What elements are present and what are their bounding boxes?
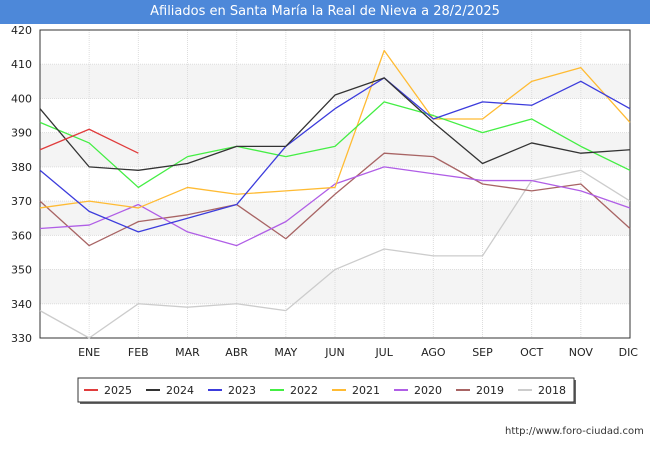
series-line-2022 (39, 101, 631, 189)
legend-label-2022: 2022 (290, 384, 318, 397)
legend-label-2019: 2019 (476, 384, 504, 397)
x-tick-label: AGO (421, 346, 446, 359)
x-tick-label: OCT (520, 346, 543, 359)
y-tick-label: 410 (11, 58, 32, 71)
source-watermark: http://www.foro-ciudad.com (505, 426, 644, 437)
y-tick-label: 340 (11, 298, 32, 311)
x-tick-label: MAY (274, 346, 297, 359)
y-tick-label: 360 (11, 229, 32, 242)
y-axis-ticks: 330 340 350 360 370 380 390 400 410 420 (11, 24, 32, 345)
x-tick-label: JUN (324, 346, 345, 359)
x-tick-label: FEB (128, 346, 149, 359)
y-tick-label: 330 (11, 332, 32, 345)
x-tick-label: ABR (225, 346, 248, 359)
y-tick-label: 420 (11, 24, 32, 37)
y-tick-label: 350 (11, 264, 32, 277)
x-tick-label: SEP (472, 346, 493, 359)
legend-label-2018: 2018 (538, 384, 566, 397)
chart-title: Afiliados en Santa María la Real de Niev… (0, 0, 650, 24)
grid-band (40, 98, 630, 133)
series-line-2020 (39, 166, 631, 247)
x-tick-label: ENE (78, 346, 100, 359)
series-line-2025 (39, 128, 139, 154)
x-tick-label: JUL (374, 346, 393, 359)
legend-label-2024: 2024 (166, 384, 194, 397)
x-tick-label: DIC (619, 346, 639, 359)
legend-label-2025: 2025 (104, 384, 132, 397)
x-tick-label: NOV (569, 346, 594, 359)
grid-band (40, 30, 630, 65)
series-line-2021 (39, 49, 631, 209)
legend-box (77, 377, 575, 403)
grid-band (40, 132, 630, 167)
y-tick-label: 390 (11, 127, 32, 140)
series-line-2024 (39, 77, 631, 171)
y-tick-label: 400 (11, 92, 32, 105)
series-line-2019 (39, 152, 631, 247)
legend-label-2021: 2021 (352, 384, 380, 397)
y-tick-label: 380 (11, 161, 32, 174)
legend: 2025 2024 2023 2022 2021 2020 2019 2018 (77, 377, 576, 404)
series-line-2023 (39, 77, 631, 233)
x-tick-label: MAR (175, 346, 200, 359)
series-lines (39, 49, 631, 339)
legend-label-2023: 2023 (228, 384, 256, 397)
x-axis-ticks: ENE FEB MAR ABR MAY JUN JUL AGO SEP OCT NOV DIC (78, 346, 638, 359)
grid-band (40, 64, 630, 99)
plot-frame (39, 29, 631, 339)
legend-label-2020: 2020 (414, 384, 442, 397)
y-tick-label: 370 (11, 195, 32, 208)
